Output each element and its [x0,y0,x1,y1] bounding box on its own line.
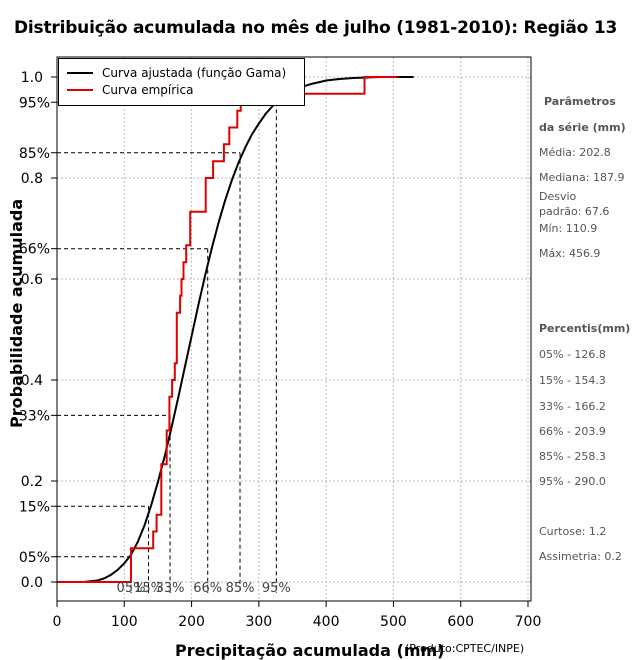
y-percentile-label-5: 95% [19,95,50,111]
x-tick-label-7: 700 [515,614,542,630]
stat-min: Mín: 110.9 [539,222,598,235]
x-percentile-label-2: 33% [156,581,185,596]
x-tick-label-1: 100 [111,614,138,630]
plot-frame [56,56,532,602]
stat-curtose: Curtose: 1.2 [539,525,607,538]
y-tick-label-5: 1.0 [21,70,43,86]
panel-header-serie: da série (mm) [539,121,626,134]
y-percentile-label-2: 33% [19,408,50,424]
y-percentile-label-0: 05% [19,550,50,566]
x-tick-label-5: 500 [380,614,407,630]
x-percentile-label-3: 66% [193,581,222,596]
y-tick-label-2: 0.4 [21,373,43,389]
percentil-95: 95% - 290.0 [539,475,606,488]
x-tick-label-3: 300 [245,614,272,630]
y-tick-label-0: 0.0 [21,575,43,591]
legend-label-empirical: Curva empírica [102,83,194,97]
y-tick-label-3: 0.6 [21,272,43,288]
y-percentile-label-1: 15% [19,499,50,515]
stat-mediana: Mediana: 187.9 [539,171,625,184]
legend-label-gamma: Curva ajustada (função Gama) [102,66,287,80]
x-axis-label: Precipitação acumulada (mm) [175,641,445,660]
x-tick-label-2: 200 [178,614,205,630]
stat-max: Máx: 456.9 [539,247,601,260]
panel-header-percentis: Percentis(mm) [539,322,631,335]
percentil-33: 33% - 166.2 [539,400,606,413]
legend: Curva ajustada (função Gama) Curva empír… [58,58,305,106]
y-tick-label-1: 0.2 [21,474,43,490]
legend-swatch-empirical [67,89,93,91]
y-tick-label-4: 0.8 [21,171,43,187]
panel-header-parametros: Parâmetros [544,95,616,108]
x-tick-label-0: 0 [53,614,62,630]
percentil-15: 15% - 154.3 [539,374,606,387]
legend-entry-empirical: Curva empírica [67,82,193,98]
empirical-curve-line [57,76,398,583]
chart-title: Distribuição acumulada no mês de julho (… [14,18,618,38]
y-percentile-label-4: 85% [19,146,50,162]
x-percentile-label-4: 85% [226,581,255,596]
x-tick-label-6: 600 [447,614,474,630]
percentil-66: 66% - 203.9 [539,425,606,438]
stat-desvio-1: Desvio [539,190,577,203]
stat-desvio-2: padrão: 67.6 [539,205,610,218]
stat-assimetria: Assimetria: 0.2 [539,550,622,563]
y-axis-label: Probabilidade acumulada [7,198,26,428]
x-tick-label-4: 400 [313,614,340,630]
y-percentile-label-3: 66% [19,242,50,258]
stat-media: Média: 202.8 [539,146,611,159]
legend-swatch-gamma [67,72,93,74]
x-percentile-label-5: 95% [262,581,291,596]
legend-entry-gamma: Curva ajustada (função Gama) [67,65,286,81]
percentil-05: 05% - 126.8 [539,348,606,361]
source-note: (Produto:CPTEC/INPE) [405,642,525,655]
x-percentile-label-0: 05% [117,581,146,596]
x-percentile-label-1: 15% [134,581,163,596]
percentil-85: 85% - 258.3 [539,450,606,463]
